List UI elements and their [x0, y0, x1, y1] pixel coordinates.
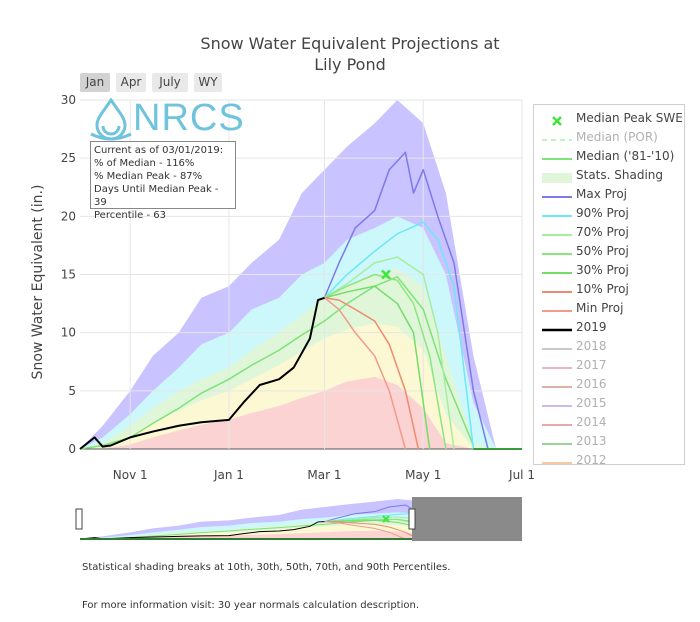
- range-button-wy[interactable]: WY: [194, 73, 222, 92]
- legend-label: 2014: [576, 415, 607, 429]
- y-tick-label: 10: [61, 326, 76, 340]
- legend-swatch: [542, 436, 572, 446]
- legend-label: 2018: [576, 339, 607, 353]
- y-axis-ticks: 0 5 10 15 20 25 30: [61, 93, 76, 456]
- y-tick-label: 30: [61, 93, 76, 107]
- info-percent-median-peak: % Median Peak - 87%: [94, 171, 203, 182]
- series-line-median-81-10-: [79, 276, 475, 450]
- legend-swatch: [542, 151, 572, 161]
- legend-label: 50% Proj: [576, 244, 629, 258]
- legend-label: 30% Proj: [576, 263, 629, 277]
- legend-swatch: [542, 398, 572, 408]
- legend-label: Median Peak SWE: [576, 111, 683, 125]
- info-percent-of-median: % of Median - 116%: [94, 158, 195, 169]
- navigator-band: [80, 530, 522, 539]
- legend-swatch: [542, 265, 572, 275]
- navigator-series-line: [79, 518, 474, 540]
- legend-swatch: [542, 341, 572, 351]
- legend-swatch: [542, 113, 572, 126]
- more-info-footnote[interactable]: For more information visit: 30 year norm…: [82, 600, 420, 611]
- x-tick-label: Nov 1: [113, 468, 148, 482]
- y-tick-label: 20: [61, 209, 76, 223]
- chart-legend: Median Peak SWE Median (POR) Median ('81-'…: [533, 104, 685, 467]
- series-line-10-proj: [324, 297, 420, 450]
- legend-swatch: [542, 455, 572, 465]
- chart-title: Snow Water Equivalent Projections at Lil…: [150, 33, 550, 75]
- legend-label: Median ('81-'10): [576, 149, 675, 163]
- legend-label: 2012: [576, 453, 607, 467]
- median-peak-marker-layer: [381, 269, 391, 280]
- series-line-30-proj: [324, 285, 431, 450]
- range-navigator[interactable]: [75, 497, 522, 541]
- y-tick-label: 25: [61, 151, 76, 165]
- legend-swatch: [542, 208, 572, 218]
- legend-swatch: [542, 303, 572, 313]
- legend-swatch: [542, 322, 572, 332]
- legend-swatch: [542, 246, 572, 256]
- legend-label: 2019: [576, 320, 607, 334]
- legend-label: Median (POR): [576, 130, 658, 144]
- range-button-july[interactable]: July: [152, 73, 188, 92]
- series-line-2019: [79, 296, 325, 450]
- legend-label: 2015: [576, 396, 607, 410]
- legend-swatch: [542, 227, 572, 237]
- info-days-until-peak: Days Until Median Peak - 39: [94, 184, 219, 208]
- x-tick-label: Mar 1: [307, 468, 341, 482]
- shading-footnote: Statistical shading breaks at 10th, 30th…: [82, 562, 451, 573]
- water-drop-icon: [90, 97, 132, 141]
- series-line-min-proj: [324, 297, 407, 450]
- navigator-left-handle[interactable]: [75, 508, 83, 530]
- legend-swatch: [542, 170, 572, 183]
- p30-band: [80, 376, 522, 449]
- x-tick-label: Jul 1: [508, 468, 535, 482]
- series-lines: [79, 151, 522, 450]
- legend-label: 10% Proj: [576, 282, 629, 296]
- y-tick-label: 5: [68, 384, 76, 398]
- info-current-as-of: Current as of 03/01/2019:: [94, 145, 224, 156]
- navigator-series-line: [324, 521, 406, 540]
- x-tick-label: May 1: [405, 468, 441, 482]
- legend-swatch: [542, 379, 572, 389]
- legend-label: 70% Proj: [576, 225, 629, 239]
- y-tick-label: 0: [68, 442, 76, 456]
- legend-swatch: [542, 284, 572, 294]
- info-percentile: Percentile - 63: [94, 210, 167, 221]
- series-line-70-proj: [324, 256, 455, 450]
- legend-label: 2013: [576, 434, 607, 448]
- chart-title-line-1: Snow Water Equivalent Projections at: [200, 34, 500, 53]
- legend-swatch: [542, 132, 572, 142]
- y-tick-label: 15: [61, 268, 76, 282]
- legend-label: Min Proj: [576, 301, 624, 315]
- x-tick-label: Jan 1: [213, 468, 244, 482]
- current-status-box: Current as of 03/01/2019: % of Median - …: [90, 141, 236, 221]
- navigator-unselected-mask: [412, 497, 522, 541]
- legend-swatch: [542, 417, 572, 427]
- range-button-apr[interactable]: Apr: [116, 73, 146, 92]
- legend-label: 2017: [576, 358, 607, 372]
- series-line-max-proj: [323, 151, 489, 450]
- series-line-90-proj: [323, 221, 475, 450]
- navigator-series-line: [324, 521, 419, 540]
- legend-label: Max Proj: [576, 187, 627, 201]
- navigator-median-peak-marker: [382, 515, 390, 523]
- range-button-jan[interactable]: Jan: [80, 73, 110, 92]
- median-peak-marker: [381, 269, 391, 280]
- y-axis-label: Snow Water Equivalent (in.): [30, 185, 46, 380]
- logo-text: NRCS: [133, 97, 245, 139]
- nrcs-logo: NRCS: [89, 97, 244, 142]
- navigator-right-handle[interactable]: [408, 508, 416, 530]
- legend-label: 2016: [576, 377, 607, 391]
- legend-label: Stats. Shading: [576, 168, 664, 182]
- legend-swatch: [542, 189, 572, 199]
- chart-title-line-2: Lily Pond: [314, 55, 386, 74]
- legend-label: 90% Proj: [576, 206, 629, 220]
- x-axis-ticks: Nov 1 Jan 1 Mar 1 May 1 Jul 1: [113, 468, 535, 482]
- legend-swatch: [542, 360, 572, 370]
- series-line-50-proj: [324, 273, 447, 450]
